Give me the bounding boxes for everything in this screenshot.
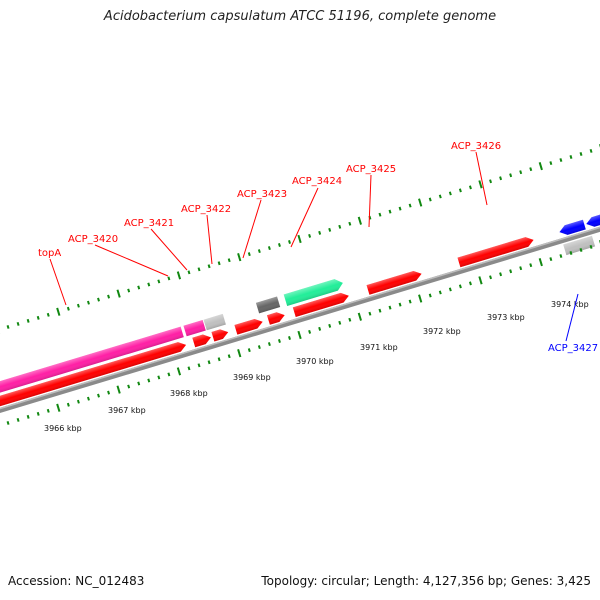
scale-tick-label: 3970 kbp <box>296 357 334 366</box>
gene-acp3426[interactable] <box>457 235 535 268</box>
leader-line <box>49 258 67 306</box>
inner-ticks <box>0 240 600 430</box>
leader-line <box>150 228 188 271</box>
topology-summary: Topology: circular; Length: 4,127,356 bp… <box>261 574 591 588</box>
gene-acp3423[interactable] <box>255 296 281 314</box>
leader-line <box>368 174 372 228</box>
leader-line <box>565 293 579 342</box>
leader-line <box>206 214 213 265</box>
gene-gray-feature[interactable] <box>563 235 596 256</box>
gene-topA-red[interactable] <box>0 340 188 419</box>
gene-label-acp3427[interactable]: ACP_3427 <box>548 343 598 354</box>
backbone <box>0 200 600 425</box>
gene-acp3421[interactable] <box>203 313 226 331</box>
scale-tick-label: 3967 kbp <box>108 406 146 415</box>
gene-acp3427[interactable] <box>558 219 586 237</box>
gene-feature[interactable] <box>211 327 229 342</box>
gene-acp3420[interactable] <box>183 319 206 337</box>
scale-tick-label: 3968 kbp <box>170 389 208 398</box>
gene-label-acp3423[interactable]: ACP_3423 <box>237 189 287 200</box>
gene-acp3424-red[interactable] <box>292 291 350 317</box>
gene-label-topA[interactable]: topA <box>38 248 61 259</box>
scale-tick-label: 3974 kbp <box>551 300 589 309</box>
gene-label-acp3421[interactable]: ACP_3421 <box>124 218 174 229</box>
outer-ticks <box>0 144 600 334</box>
leader-line <box>94 244 169 277</box>
scale-tick-label: 3973 kbp <box>487 313 525 322</box>
gene-reverse-feature[interactable] <box>585 207 600 229</box>
scale-tick-label: 3966 kbp <box>44 424 82 433</box>
scale-tick-label: 3972 kbp <box>423 327 461 336</box>
leader-line <box>242 199 262 259</box>
gene-feature[interactable] <box>192 333 212 348</box>
scale-tick-label: 3969 kbp <box>233 373 271 382</box>
map-title: Acidobacterium capsulatum ATCC 51196, co… <box>103 9 497 24</box>
leader-line <box>475 151 488 206</box>
gene-acp3425[interactable] <box>366 269 424 295</box>
gene-acp3424[interactable] <box>283 277 345 306</box>
leader-line <box>290 187 319 248</box>
gene-label-acp3424[interactable]: ACP_3424 <box>292 176 342 187</box>
gene-label-acp3425[interactable]: ACP_3425 <box>346 164 396 175</box>
gene-label-acp3420[interactable]: ACP_3420 <box>68 234 118 245</box>
gene-feature[interactable] <box>234 317 264 335</box>
gene-label-acp3422[interactable]: ACP_3422 <box>181 204 231 215</box>
scale-tick-label: 3971 kbp <box>360 343 398 352</box>
accession-text: Accession: NC_012483 <box>8 574 145 588</box>
gene-label-acp3426[interactable]: ACP_3426 <box>451 141 501 152</box>
gene-feature[interactable] <box>266 310 286 325</box>
gene-topA[interactable] <box>0 326 184 406</box>
